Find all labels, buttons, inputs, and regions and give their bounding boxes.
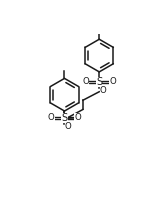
Text: O: O — [100, 85, 106, 94]
Text: O: O — [48, 113, 55, 122]
Text: O: O — [82, 77, 89, 86]
Text: S: S — [61, 113, 68, 123]
Text: S: S — [96, 77, 102, 87]
Text: O: O — [74, 113, 81, 122]
Text: O: O — [109, 77, 116, 86]
Text: O: O — [65, 122, 72, 131]
